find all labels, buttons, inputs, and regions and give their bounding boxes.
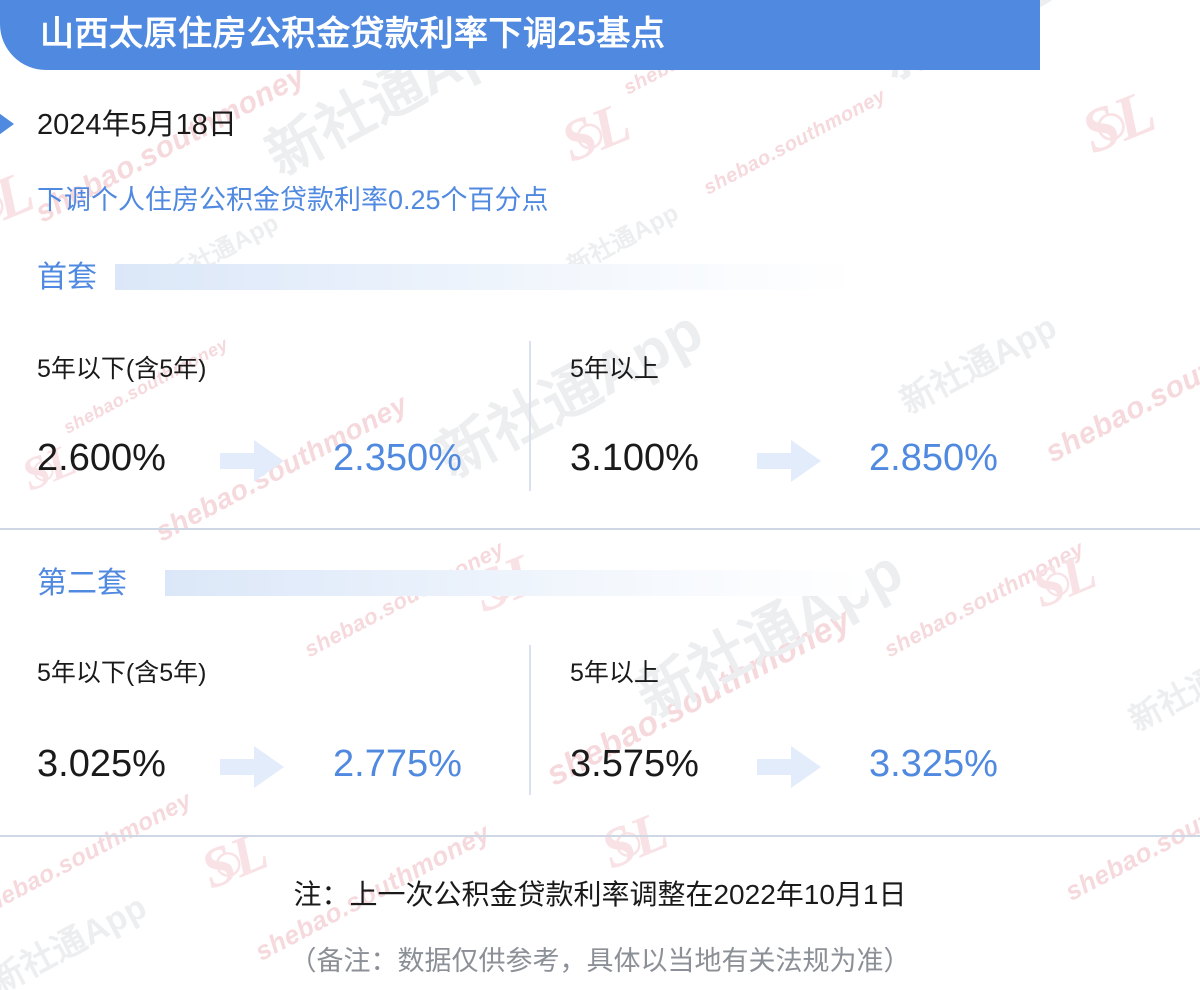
watermark-logo-icon: ○SL [1023, 540, 1105, 620]
page-title: 山西太原住房公积金贷款利率下调25基点 [40, 15, 666, 53]
section-accent-bar [165, 570, 865, 596]
section-label-first-home: 首套 [37, 261, 97, 294]
watermark-brand-text: shebao.southmoney [700, 84, 890, 200]
section-label-second-home: 第二套 [37, 567, 127, 600]
watermark-app-text: 新社通App [627, 537, 914, 731]
watermark-app-text: 新社通App [1123, 630, 1200, 738]
watermark-brand-text: shebao.southmoney [300, 535, 509, 663]
new-rate-value: 2.775% [333, 743, 462, 785]
term-label: 5年以下(含5年) [37, 659, 207, 687]
watermark-logo-icon: ○SL [592, 799, 677, 882]
watermark-app-text: 新社通App [894, 307, 1064, 422]
column-divider [529, 645, 531, 795]
term-label: 5年以上 [570, 659, 659, 687]
new-rate-value: 3.325% [869, 743, 998, 785]
column-divider [529, 341, 531, 491]
arrow-right-icon [757, 746, 821, 788]
term-label: 5年以上 [570, 355, 659, 383]
header-bar [0, 0, 1040, 70]
triangle-right-icon [0, 108, 14, 140]
old-rate-value: 3.575% [570, 743, 699, 785]
watermark-brand-text: shebao.southmoney [60, 333, 232, 438]
watermark-logo-icon: ○SL [552, 88, 640, 175]
watermark-logo-icon: ○SL [1072, 77, 1166, 168]
term-label: 5年以下(含5年) [37, 355, 207, 383]
new-rate-value: 2.350% [333, 437, 462, 479]
arrow-right-icon [757, 440, 821, 482]
footer-note: 注：上一次公积金贷款利率调整在2022年10月1日 [293, 879, 907, 910]
arrow-right-icon [220, 440, 284, 482]
arrow-right-icon [220, 746, 284, 788]
watermark-brand-text: shebao.southmoney [880, 535, 1089, 663]
footer-disclaimer: （备注：数据仅供参考，具体以当地有关法规为准） [289, 946, 911, 976]
old-rate-value: 3.100% [570, 437, 699, 479]
section-accent-bar [115, 264, 857, 290]
footer-divider [0, 835, 1200, 837]
new-rate-value: 2.850% [869, 437, 998, 479]
announcement-date: 2024年5月18日 [37, 109, 237, 141]
watermark-brand-text: shebao.southmoney [1040, 299, 1200, 470]
section-divider [0, 528, 1200, 530]
announcement-subtitle: 下调个人住房公积金贷款利率0.25个百分点 [37, 185, 549, 215]
old-rate-value: 3.025% [37, 743, 166, 785]
old-rate-value: 2.600% [37, 437, 166, 479]
